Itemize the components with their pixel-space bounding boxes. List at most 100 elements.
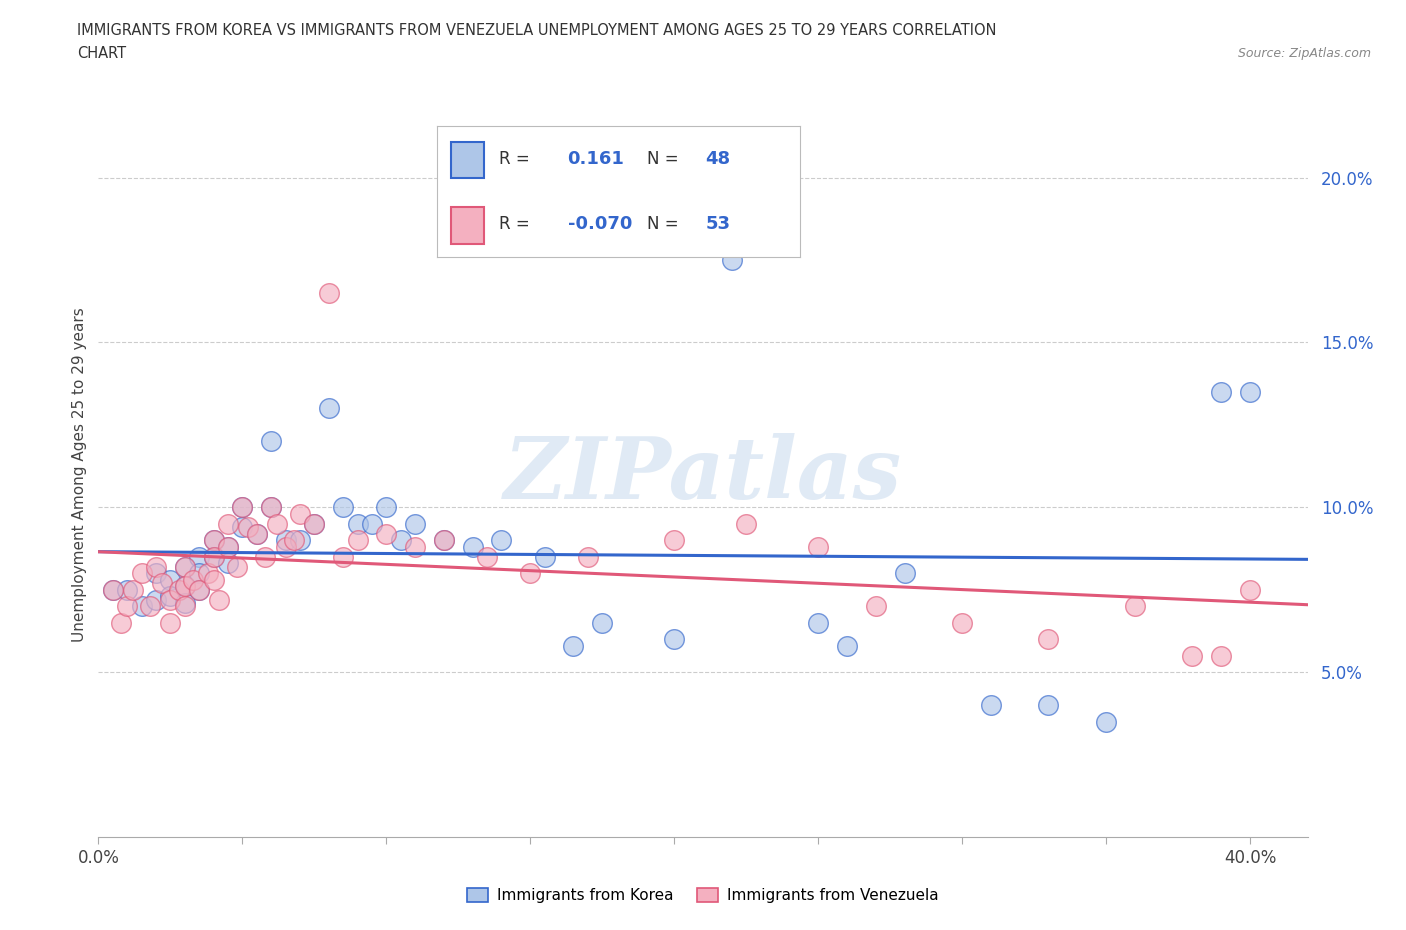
Point [304, 516, 326, 531]
Point [208, 592, 231, 607]
Point [217, 516, 239, 531]
Point [225, 559, 247, 574]
Point [346, 516, 368, 531]
Point [491, 533, 513, 548]
Point [260, 434, 283, 449]
Point [231, 499, 253, 514]
Y-axis label: Unemployment Among Ages 25 to 29 years: Unemployment Among Ages 25 to 29 years [72, 307, 87, 642]
Point [202, 572, 225, 587]
Point [735, 516, 758, 531]
Point [835, 638, 858, 653]
Point [159, 616, 181, 631]
Point [533, 550, 555, 565]
Point [1181, 648, 1204, 663]
Point [332, 550, 354, 565]
Point [173, 595, 195, 610]
Point [1211, 384, 1233, 399]
Point [122, 582, 145, 597]
Point [404, 516, 426, 531]
Point [950, 616, 973, 631]
Point [375, 526, 398, 541]
Point [980, 698, 1002, 712]
Point [807, 539, 830, 554]
Point [188, 550, 211, 565]
Point [246, 526, 269, 541]
Point [475, 550, 498, 565]
Point [404, 539, 426, 554]
Point [159, 572, 181, 587]
Text: ZIPatlas: ZIPatlas [503, 432, 903, 516]
Point [231, 520, 253, 535]
Point [101, 582, 124, 597]
Point [361, 516, 384, 531]
Point [274, 539, 297, 554]
Point [159, 592, 181, 607]
Point [266, 516, 288, 531]
Point [197, 565, 219, 580]
Point [332, 499, 354, 514]
Point [1123, 599, 1146, 614]
Point [131, 599, 153, 614]
Point [145, 559, 167, 574]
Point [173, 559, 195, 574]
Point [236, 520, 259, 535]
Point [101, 582, 124, 597]
Point [1239, 384, 1261, 399]
Point [110, 616, 132, 631]
Point [318, 286, 340, 300]
Point [807, 616, 830, 631]
Point [173, 559, 195, 574]
Point [173, 599, 195, 614]
Point [145, 565, 167, 580]
Point [288, 507, 311, 522]
Point [389, 533, 412, 548]
Point [254, 550, 277, 565]
Point [150, 576, 173, 591]
Point [217, 539, 239, 554]
Point [318, 401, 340, 416]
Point [183, 572, 205, 587]
Point [720, 253, 742, 268]
Point [231, 499, 253, 514]
Point [139, 599, 162, 614]
Point [865, 599, 887, 614]
Point [202, 550, 225, 565]
Text: CHART: CHART [77, 46, 127, 61]
Point [167, 582, 190, 597]
Text: Source: ZipAtlas.com: Source: ZipAtlas.com [1237, 46, 1371, 60]
Point [246, 526, 269, 541]
Point [260, 499, 283, 514]
Point [562, 638, 585, 653]
Point [188, 565, 211, 580]
Legend: Immigrants from Korea, Immigrants from Venezuela: Immigrants from Korea, Immigrants from V… [461, 882, 945, 910]
Point [188, 582, 211, 597]
Point [1038, 631, 1060, 646]
Point [519, 565, 541, 580]
Point [202, 533, 225, 548]
Text: IMMIGRANTS FROM KOREA VS IMMIGRANTS FROM VENEZUELA UNEMPLOYMENT AMONG AGES 25 TO: IMMIGRANTS FROM KOREA VS IMMIGRANTS FROM… [77, 23, 997, 38]
Point [1095, 714, 1118, 729]
Point [202, 533, 225, 548]
Point [1239, 582, 1261, 597]
Point [159, 589, 181, 604]
Point [304, 516, 326, 531]
Point [346, 533, 368, 548]
Point [115, 599, 138, 614]
Point [433, 533, 456, 548]
Point [115, 582, 138, 597]
Point [145, 592, 167, 607]
Point [283, 533, 305, 548]
Point [433, 533, 456, 548]
Point [131, 565, 153, 580]
Point [664, 631, 686, 646]
Point [260, 499, 283, 514]
Point [461, 539, 484, 554]
Point [576, 550, 599, 565]
Point [173, 579, 195, 594]
Point [1038, 698, 1060, 712]
Point [217, 556, 239, 571]
Point [591, 616, 613, 631]
Point [664, 533, 686, 548]
Point [375, 499, 398, 514]
Point [188, 582, 211, 597]
